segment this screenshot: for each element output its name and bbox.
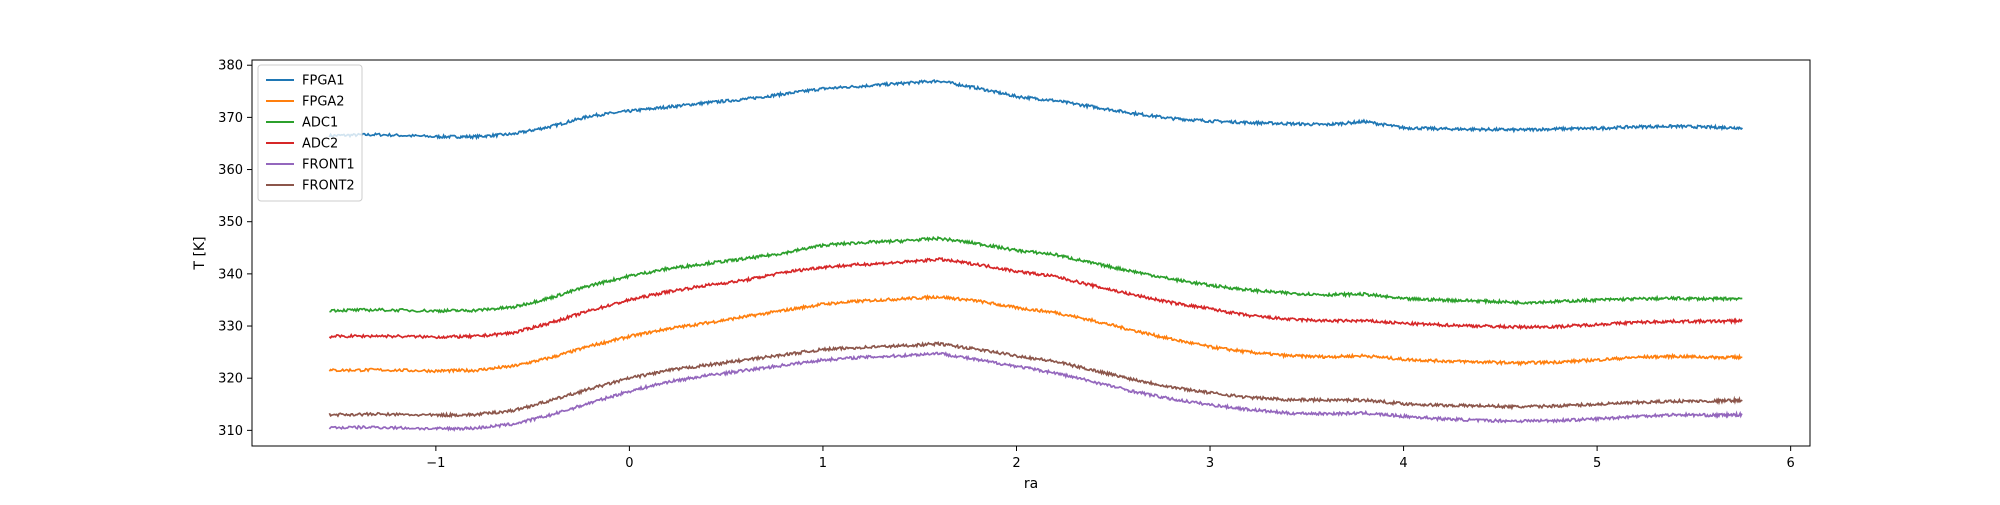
x-tick-label: 6 (1787, 456, 1795, 471)
legend-label: FPGA1 (302, 74, 345, 89)
x-tick-label: 0 (625, 456, 633, 471)
legend-box (257, 64, 363, 202)
x-axis: −1 0 1 2 3 4 5 6 (426, 446, 1795, 471)
x-tick-label: 1 (819, 456, 827, 471)
series-line-fpga2 (328, 294, 1743, 374)
series-line-fpga1 (328, 79, 1743, 141)
legend-label: ADC1 (302, 116, 338, 131)
series-line-adc2 (328, 256, 1743, 340)
series-line-front1 (328, 351, 1743, 432)
series-lines (328, 79, 1743, 432)
y-tick-label: 370 (218, 111, 243, 126)
legend-label: FRONT2 (302, 179, 355, 194)
y-axis: 310 320 330 340 350 360 370 380 (218, 59, 252, 439)
x-tick-label: 5 (1593, 456, 1601, 471)
legend-label: ADC2 (302, 137, 338, 152)
x-tick-label: 4 (1399, 456, 1407, 471)
x-tick-label: 2 (1012, 456, 1020, 471)
y-tick-label: 320 (218, 372, 243, 387)
y-tick-label: 360 (218, 163, 243, 178)
x-axis-label: ra (1024, 476, 1038, 492)
legend: FPGA1 FPGA2 ADC1 ADC2 FRONT1 FRONT2 (257, 64, 363, 202)
plot-area-frame (251, 59, 1811, 447)
legend-label: FRONT1 (302, 158, 355, 173)
y-tick-label: 380 (218, 59, 243, 74)
legend-label: FPGA2 (302, 95, 345, 110)
y-tick-label: 340 (218, 267, 243, 282)
y-axis-label: T [K] (192, 236, 208, 270)
x-tick-label: 3 (1206, 456, 1214, 471)
y-tick-label: 350 (218, 215, 243, 230)
y-tick-label: 330 (218, 320, 243, 335)
x-tick-label: −1 (426, 456, 445, 471)
y-tick-label: 310 (218, 424, 243, 439)
series-line-adc1 (329, 235, 1743, 314)
series-line-front2 (328, 340, 1743, 419)
